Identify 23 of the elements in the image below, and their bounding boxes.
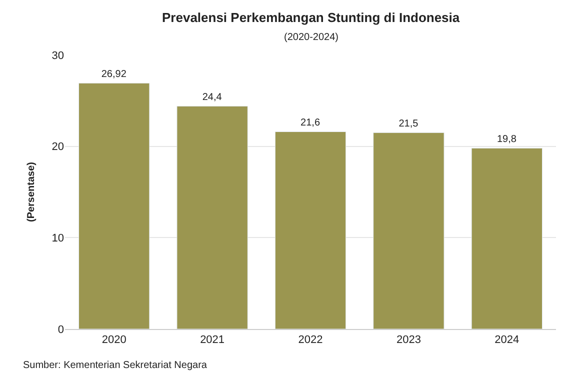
bar: [274, 131, 346, 329]
y-tick-label: 30: [52, 50, 64, 62]
bar: [176, 106, 248, 329]
x-tick-label: 2020: [102, 334, 126, 346]
y-tick-label: 10: [52, 232, 64, 245]
data-label: 24,4: [202, 92, 222, 104]
y-tick-label: 0: [58, 324, 64, 336]
x-tick-label: 2022: [298, 334, 323, 346]
data-label: 21,5: [398, 118, 419, 130]
data-label: 26,92: [101, 69, 127, 80]
bar: [78, 82, 150, 329]
data-label: 21,6: [300, 118, 320, 129]
y-tick-label: 20: [52, 141, 64, 154]
x-tick-label: 2021: [200, 334, 225, 346]
chart-subtitle: (2020-2024): [284, 32, 338, 43]
bar: [471, 148, 542, 329]
x-tick-label: 2024: [494, 334, 520, 346]
y-axis-title: (Persentase): [26, 162, 37, 222]
text: Sumber: Kementerian Sekretariat Negara: [23, 360, 208, 371]
chart-title: Prevalensi Perkembangan Stunting di Indonesia: [162, 10, 460, 25]
data-label: 19,8: [496, 134, 517, 146]
x-tick-label: 2023: [396, 334, 421, 346]
bar: [373, 132, 444, 329]
